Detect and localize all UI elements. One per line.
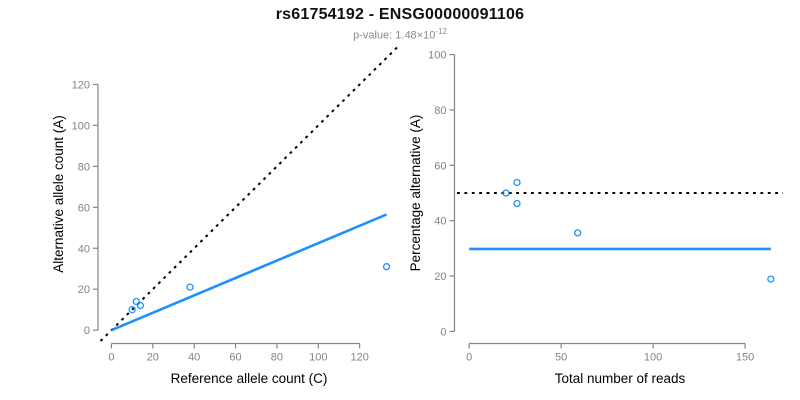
x-tick-label: 80	[271, 352, 283, 364]
x-axis-title: Reference allele count (C)	[171, 371, 328, 386]
y-tick-label: 0	[84, 325, 90, 337]
y-tick-label: 40	[78, 243, 90, 255]
chart-subtitle: p-value: 1.48×10-12	[0, 27, 800, 42]
data-point	[502, 189, 510, 197]
data-point	[382, 263, 391, 271]
data-point	[128, 306, 136, 314]
y-axis-title: Alternative allele count (A)	[51, 115, 66, 273]
y-tick-label: 100	[72, 120, 90, 132]
x-tick-label: 40	[188, 352, 200, 364]
figure-header: rs61754192 - ENSG00000091106 p-value: 1.…	[0, 6, 800, 42]
allele-count-scatter: 0 20 40 60 80 100 120 0 20 40 60 80 100 120 Reference …	[51, 46, 399, 386]
data-point	[513, 199, 521, 208]
chart-title: rs61754192 - ENSG00000091106	[275, 6, 525, 23]
x-tick-label: 150	[736, 352, 754, 364]
y-tick-label: 40	[434, 216, 446, 228]
data-point	[132, 297, 140, 306]
data-point	[574, 229, 582, 237]
x-axis-title: Total number of reads	[555, 371, 686, 386]
x-tick-label: 20	[147, 352, 159, 364]
pvalue-text: p-value: 1.48×10	[353, 29, 436, 42]
identity-line	[99, 46, 399, 342]
x-tick-label: 50	[555, 352, 567, 364]
x-tick-label: 120	[350, 352, 368, 364]
x-tick-label: 100	[309, 352, 327, 364]
y-tick-label: 60	[434, 160, 446, 172]
data-point	[513, 178, 521, 187]
x-tick-label: 0	[466, 352, 472, 364]
data-point	[767, 275, 775, 283]
data-point	[136, 301, 145, 310]
y-tick-label: 80	[434, 105, 446, 117]
y-tick-label: 120	[72, 79, 90, 91]
y-tick-label: 100	[428, 50, 446, 62]
y-tick-label: 20	[434, 271, 446, 283]
y-tick-label: 80	[78, 161, 90, 173]
fitted-ratio-line	[110, 213, 388, 332]
y-axis-title: Percentage alternative (A)	[408, 115, 423, 272]
pvalue-exponent: -12	[435, 27, 447, 36]
data-point	[186, 283, 194, 291]
y-tick-label: 60	[78, 202, 90, 214]
y-tick-label: 0	[440, 326, 446, 338]
x-tick-label: 0	[108, 352, 114, 364]
x-tick-label: 100	[644, 352, 662, 364]
x-tick-label: 60	[229, 352, 241, 364]
percentage-scatter: 0 50 100 150 0 20 40 60 80 100 Total number of rea…	[408, 50, 783, 386]
y-tick-label: 20	[78, 284, 90, 296]
